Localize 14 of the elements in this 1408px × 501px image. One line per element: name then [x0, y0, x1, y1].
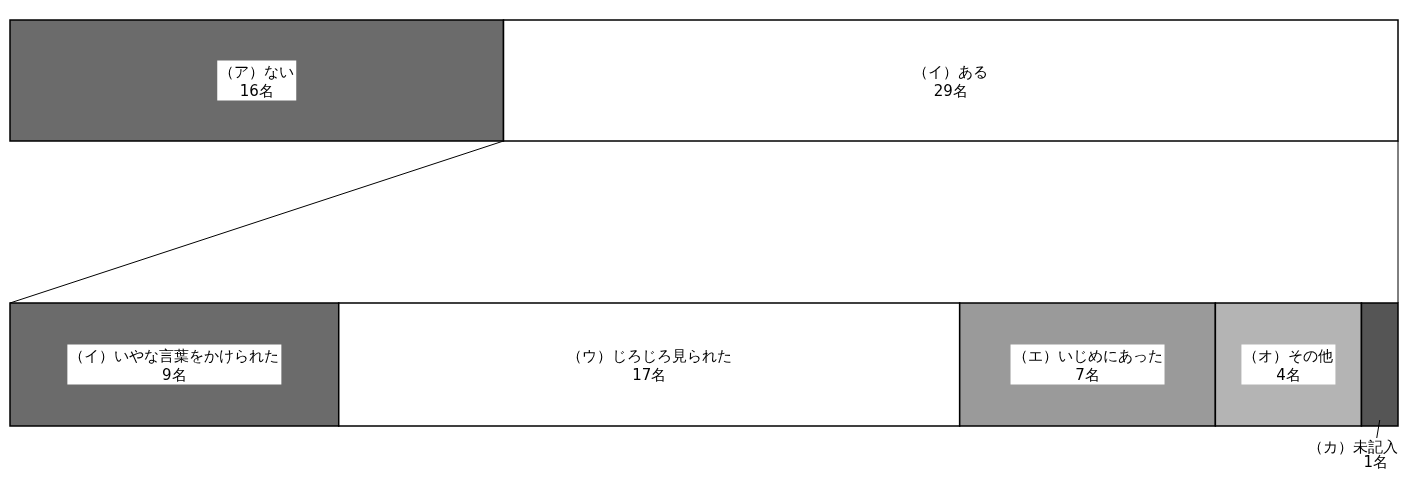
series-label: （イ）いやな言葉をかけられた [69, 346, 280, 365]
series-label: （エ）いじめにあった [1012, 346, 1163, 365]
data-label: 9名 [162, 365, 187, 384]
series-label: （ウ）じろじろ見られた [566, 346, 732, 365]
series-label: （ア）ない [219, 62, 295, 81]
series-label: （イ）ある [913, 62, 989, 81]
series-label: （オ）その他 [1243, 346, 1334, 365]
data-label: 7名 [1075, 365, 1100, 384]
data-label: 4名 [1276, 365, 1301, 384]
data-label: 16名 [239, 81, 274, 100]
series-label: （カ）未記入 [1308, 438, 1398, 456]
data-label: 17名 [632, 365, 667, 384]
data-label: 1名 [1363, 453, 1389, 471]
data-label: 29名 [933, 81, 968, 100]
